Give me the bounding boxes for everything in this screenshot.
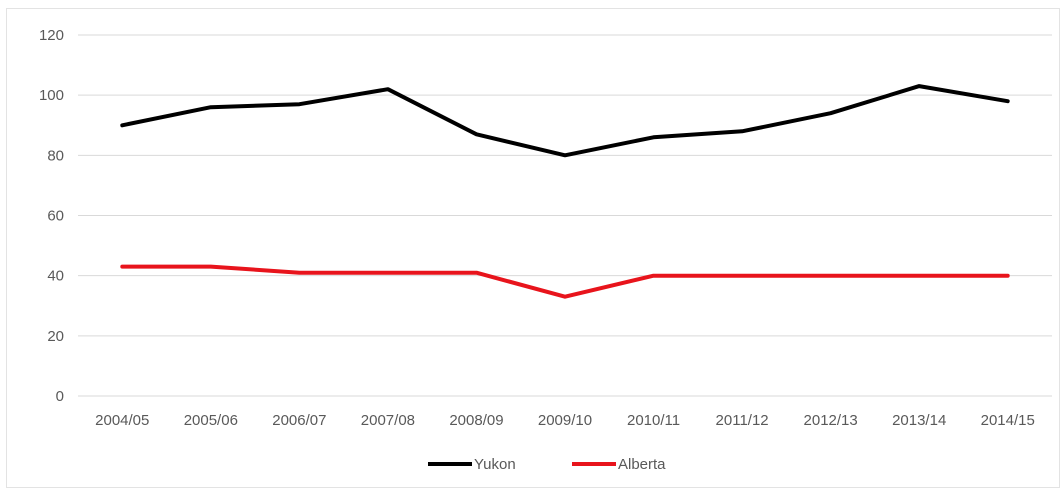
legend: Yukon Alberta	[428, 456, 666, 473]
x-tick-label: 2014/15	[981, 412, 1035, 429]
x-tick-label: 2007/08	[361, 412, 415, 429]
x-tick-label: 2013/14	[892, 412, 946, 429]
x-tick-label: 2010/11	[627, 412, 680, 429]
y-tick-label: 0	[56, 388, 64, 405]
legend-label-alberta: Alberta	[618, 456, 666, 473]
x-tick-label: 2008/09	[449, 412, 503, 429]
y-tick-label: 100	[39, 87, 64, 104]
x-axis-ticks: 2004/05 2005/06 2006/07 2007/08 2008/09 2009/…	[95, 412, 1035, 429]
x-tick-label: 2012/13	[804, 412, 858, 429]
x-tick-label: 2005/06	[184, 412, 238, 429]
y-tick-label: 20	[47, 328, 64, 345]
y-tick-label: 40	[47, 268, 64, 285]
series-line-yukon	[120, 84, 1010, 158]
y-axis-ticks: 0 20 40 60 80 100 120	[39, 27, 64, 405]
x-tick-label: 2004/05	[95, 412, 149, 429]
y-tick-label: 60	[47, 208, 64, 225]
series-lines	[120, 84, 1010, 299]
chart-frame	[6, 8, 1060, 488]
x-tick-label: 2011/12	[716, 412, 769, 429]
y-tick-label: 80	[47, 147, 64, 164]
x-tick-label: 2006/07	[272, 412, 326, 429]
legend-label-yukon: Yukon	[474, 456, 516, 473]
y-tick-label: 120	[39, 27, 64, 44]
x-tick-label: 2009/10	[538, 412, 592, 429]
series-line-alberta	[120, 264, 1010, 299]
